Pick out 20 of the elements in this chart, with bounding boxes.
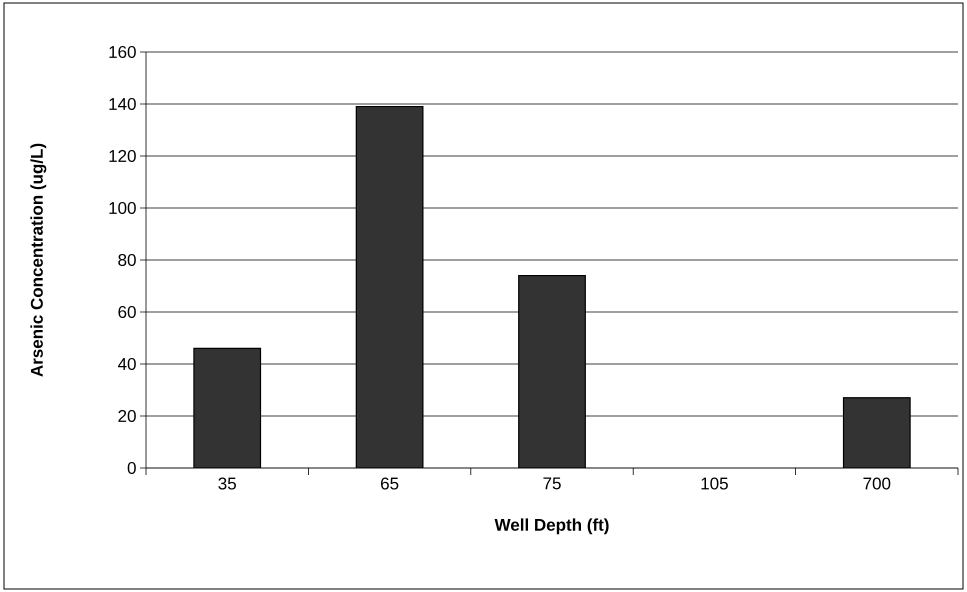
y-tick-label: 100 bbox=[109, 202, 136, 214]
bar bbox=[193, 348, 262, 468]
y-tick-label: 140 bbox=[109, 98, 136, 110]
y-tick-label: 80 bbox=[118, 254, 136, 266]
x-axis-title: Well Depth (ft) bbox=[494, 518, 609, 534]
x-tick-label: 700 bbox=[864, 478, 890, 490]
y-tick-label: 0 bbox=[128, 462, 136, 474]
x-tick-label: 75 bbox=[543, 477, 561, 490]
y-tick-label: 120 bbox=[109, 150, 136, 162]
y-axis-title: Arsenic Concentration (ug/L) bbox=[30, 144, 46, 377]
x-tick-label: 105 bbox=[702, 478, 728, 490]
y-tick-label: 160 bbox=[109, 46, 136, 58]
x-tick-label: 35 bbox=[218, 478, 236, 490]
y-tick-label: 40 bbox=[118, 358, 136, 370]
bar bbox=[518, 274, 586, 468]
bar bbox=[842, 397, 911, 468]
y-tick-label: 20 bbox=[118, 410, 136, 422]
x-tick-label: 65 bbox=[381, 478, 398, 490]
y-tick-label: 60 bbox=[118, 306, 136, 318]
bar bbox=[356, 106, 424, 468]
